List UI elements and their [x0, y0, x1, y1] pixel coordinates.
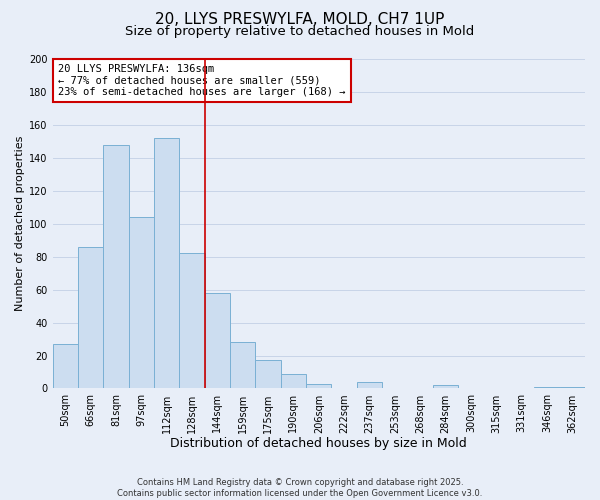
- Bar: [103, 144, 128, 388]
- Bar: [179, 254, 205, 388]
- Text: 20 LLYS PRESWYLFA: 136sqm
← 77% of detached houses are smaller (559)
23% of semi: 20 LLYS PRESWYLFA: 136sqm ← 77% of detac…: [58, 64, 346, 97]
- Bar: [128, 217, 154, 388]
- Bar: [560, 387, 585, 388]
- Bar: [230, 342, 256, 388]
- Bar: [78, 247, 103, 388]
- Bar: [357, 382, 382, 388]
- Bar: [53, 344, 78, 389]
- Bar: [281, 374, 306, 388]
- Bar: [433, 385, 458, 388]
- Text: Contains HM Land Registry data © Crown copyright and database right 2025.
Contai: Contains HM Land Registry data © Crown c…: [118, 478, 482, 498]
- Bar: [256, 360, 281, 388]
- Bar: [154, 138, 179, 388]
- Bar: [534, 387, 560, 388]
- Y-axis label: Number of detached properties: Number of detached properties: [15, 136, 25, 312]
- Bar: [205, 293, 230, 388]
- Bar: [306, 384, 331, 388]
- X-axis label: Distribution of detached houses by size in Mold: Distribution of detached houses by size …: [170, 437, 467, 450]
- Text: 20, LLYS PRESWYLFA, MOLD, CH7 1UP: 20, LLYS PRESWYLFA, MOLD, CH7 1UP: [155, 12, 445, 28]
- Text: Size of property relative to detached houses in Mold: Size of property relative to detached ho…: [125, 25, 475, 38]
